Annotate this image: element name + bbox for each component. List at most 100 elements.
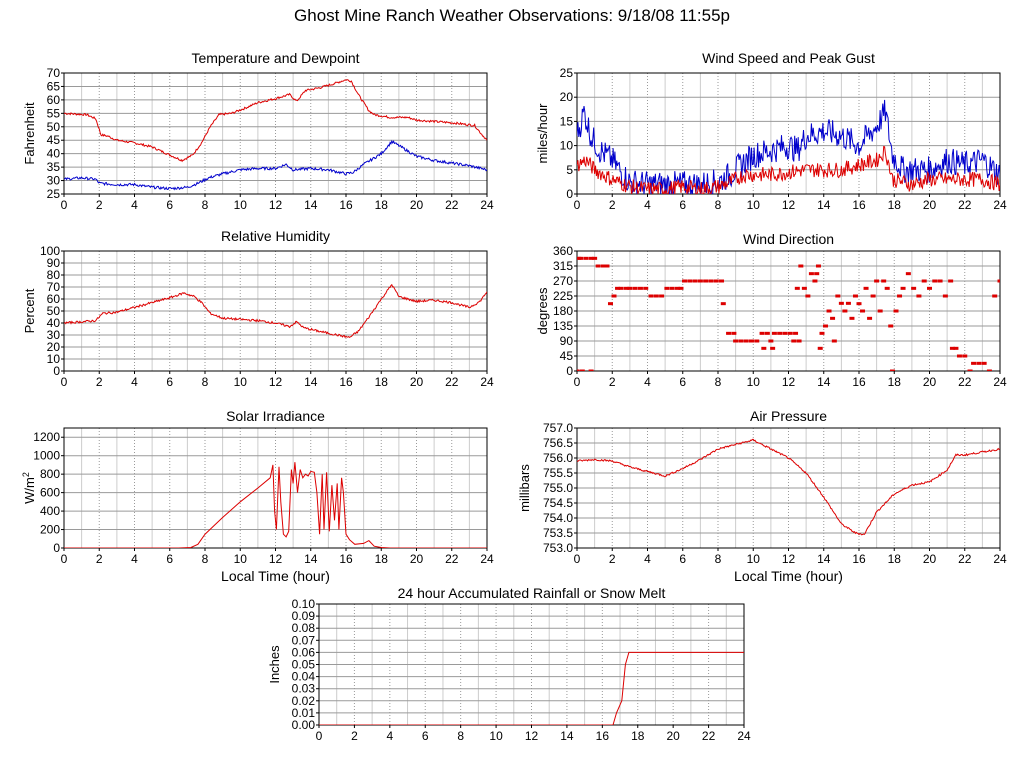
chart-title: 24 hour Accumulated Rainfall or Snow Mel… xyxy=(398,585,666,601)
y-axis-label: Fahrenheit xyxy=(22,102,37,165)
x-tick-label: 0 xyxy=(61,552,68,566)
x-tick-label: 16 xyxy=(339,552,353,566)
data-point xyxy=(967,369,973,371)
data-point xyxy=(637,286,643,290)
x-tick-label: 22 xyxy=(702,729,716,743)
data-point xyxy=(874,279,880,283)
y-tick-label: 40 xyxy=(47,316,61,330)
data-point xyxy=(971,361,977,365)
series-line-1 xyxy=(64,79,487,163)
y-tick-label: 754.5 xyxy=(543,496,573,510)
x-tick-label: 2 xyxy=(96,375,103,389)
x-tick-label: 14 xyxy=(817,198,831,212)
data-point xyxy=(823,324,829,328)
x-tick-label: 14 xyxy=(817,375,831,389)
series-line-2 xyxy=(64,139,487,191)
data-point xyxy=(771,331,777,335)
x-tick-label: 12 xyxy=(782,198,796,212)
data-point xyxy=(956,354,962,358)
data-point xyxy=(618,286,624,290)
y-tick-label: 754.0 xyxy=(543,511,573,525)
x-tick-label: 6 xyxy=(166,375,173,389)
y-tick-label: 30 xyxy=(47,174,61,188)
y-tick-label: 80 xyxy=(47,268,61,282)
data-point xyxy=(817,346,823,350)
data-point xyxy=(870,294,876,298)
x-tick-label: 24 xyxy=(480,552,494,566)
x-tick-label: 4 xyxy=(644,552,651,566)
x-tick-label: 0 xyxy=(316,729,323,743)
y-tick-label: 5 xyxy=(566,163,573,177)
data-point xyxy=(976,361,982,365)
y-tick-label: 65 xyxy=(47,79,61,93)
x-tick-label: 18 xyxy=(375,552,389,566)
x-tick-label: 22 xyxy=(958,375,972,389)
data-point xyxy=(838,301,844,305)
y-axis-label: W/m2 xyxy=(21,472,37,504)
data-point xyxy=(583,256,589,260)
data-point xyxy=(793,331,799,335)
y-tick-label: 70 xyxy=(47,280,61,294)
x-tick-label: 18 xyxy=(631,729,645,743)
data-point xyxy=(791,339,797,343)
y-tick-label: 0.05 xyxy=(292,658,316,672)
y-tick-label: 15 xyxy=(560,114,574,128)
y-tick-label: 270 xyxy=(553,274,573,288)
data-point xyxy=(754,339,760,343)
x-tick-label: 20 xyxy=(410,375,424,389)
y-tick-label: 0.00 xyxy=(292,718,316,732)
data-point xyxy=(687,279,693,283)
x-tick-label: 2 xyxy=(609,375,616,389)
data-point xyxy=(653,294,659,298)
data-point xyxy=(852,294,858,298)
y-tick-label: 0.02 xyxy=(292,694,316,708)
x-tick-label: 14 xyxy=(560,729,574,743)
x-tick-label: 4 xyxy=(386,729,393,743)
data-point xyxy=(992,294,998,298)
y-tick-label: 0.08 xyxy=(292,621,316,635)
data-point xyxy=(986,369,992,371)
x-tick-label: 8 xyxy=(202,375,209,389)
x-tick-label: 20 xyxy=(410,198,424,212)
y-tick-label: 1000 xyxy=(33,449,60,463)
data-point xyxy=(805,294,811,298)
data-point xyxy=(916,294,922,298)
data-point xyxy=(648,294,654,298)
y-tick-label: 225 xyxy=(553,289,573,303)
x-tick-label: 22 xyxy=(958,552,972,566)
y-tick-label: 60 xyxy=(47,292,61,306)
chart-title: Relative Humidity xyxy=(221,228,330,244)
data-point xyxy=(794,286,800,290)
y-tick-label: 0 xyxy=(566,187,573,201)
data-point xyxy=(761,346,767,350)
chart-title: Temperature and Dewpoint xyxy=(191,50,359,66)
y-tick-label: 20 xyxy=(560,90,574,104)
y-tick-label: 50 xyxy=(47,120,61,134)
data-point xyxy=(697,279,703,283)
x-tick-label: 0 xyxy=(61,375,68,389)
data-point xyxy=(720,302,726,306)
data-point xyxy=(588,369,594,371)
x-tick-label: 0 xyxy=(574,198,581,212)
data-point xyxy=(867,316,873,320)
data-point xyxy=(777,331,783,335)
y-tick-label: 0 xyxy=(566,364,573,378)
x-tick-label: 24 xyxy=(480,198,494,212)
x-tick-label: 24 xyxy=(480,375,494,389)
y-tick-label: 0.09 xyxy=(292,609,316,623)
data-point xyxy=(889,369,895,371)
y-tick-label: 25 xyxy=(47,187,61,201)
x-tick-label: 8 xyxy=(202,198,209,212)
page-title: Ghost Mine Ranch Weather Observations: 9… xyxy=(294,6,730,25)
data-point xyxy=(719,279,725,283)
x-tick-label: 10 xyxy=(747,375,761,389)
y-tick-label: 60 xyxy=(47,93,61,107)
data-point xyxy=(830,316,836,320)
y-tick-label: 20 xyxy=(47,340,61,354)
y-tick-label: 755.0 xyxy=(543,481,573,495)
x-tick-label: 18 xyxy=(888,375,902,389)
y-tick-label: 0.06 xyxy=(292,645,316,659)
y-tick-label: 600 xyxy=(40,486,60,500)
x-tick-label: 12 xyxy=(269,375,283,389)
